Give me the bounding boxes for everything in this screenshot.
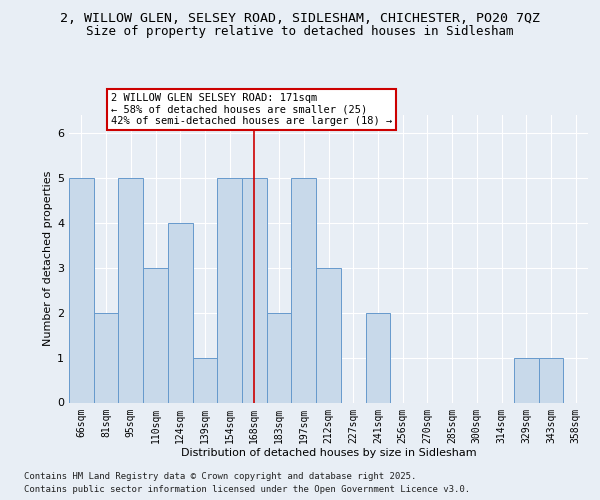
- Bar: [118, 178, 143, 402]
- Bar: [168, 223, 193, 402]
- Text: 2 WILLOW GLEN SELSEY ROAD: 171sqm
← 58% of detached houses are smaller (25)
42% : 2 WILLOW GLEN SELSEY ROAD: 171sqm ← 58% …: [111, 93, 392, 126]
- Bar: [316, 268, 341, 402]
- Bar: [217, 178, 242, 402]
- X-axis label: Distribution of detached houses by size in Sidlesham: Distribution of detached houses by size …: [181, 448, 476, 458]
- Y-axis label: Number of detached properties: Number of detached properties: [43, 171, 53, 346]
- Bar: [514, 358, 539, 403]
- Text: Contains public sector information licensed under the Open Government Licence v3: Contains public sector information licen…: [24, 484, 470, 494]
- Bar: [539, 358, 563, 403]
- Text: 2, WILLOW GLEN, SELSEY ROAD, SIDLESHAM, CHICHESTER, PO20 7QZ: 2, WILLOW GLEN, SELSEY ROAD, SIDLESHAM, …: [60, 12, 540, 26]
- Bar: [365, 312, 390, 402]
- Bar: [267, 312, 292, 402]
- Text: Contains HM Land Registry data © Crown copyright and database right 2025.: Contains HM Land Registry data © Crown c…: [24, 472, 416, 481]
- Bar: [94, 312, 118, 402]
- Bar: [69, 178, 94, 402]
- Bar: [292, 178, 316, 402]
- Text: Size of property relative to detached houses in Sidlesham: Size of property relative to detached ho…: [86, 25, 514, 38]
- Bar: [193, 358, 217, 403]
- Bar: [242, 178, 267, 402]
- Bar: [143, 268, 168, 402]
